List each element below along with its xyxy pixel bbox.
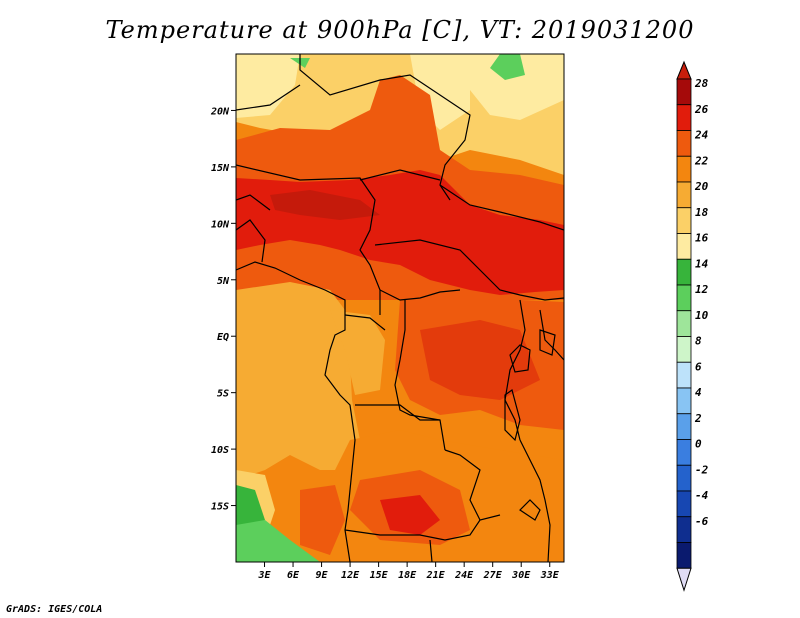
colorbar-label: 18	[695, 206, 709, 219]
colorbar-swatch	[676, 516, 692, 543]
colorbar-swatch	[676, 310, 692, 337]
colorbar-swatch	[676, 387, 692, 415]
country-borders	[236, 54, 564, 562]
colorbar-swatch	[676, 155, 692, 183]
lon-tick-label: 27E	[483, 570, 503, 581]
colorbar-swatch	[676, 542, 692, 569]
colorbar-swatch	[676, 413, 692, 440]
colorbar-swatch	[676, 439, 692, 466]
colorbar-swatch	[676, 78, 692, 106]
lon-tick-label: 12E	[341, 570, 360, 581]
lon-tick-label: 6E	[287, 570, 300, 581]
lon-tick-label: 24E	[454, 570, 474, 581]
lat-tick-label: 20N	[210, 106, 230, 117]
lake-outlines	[504, 329, 556, 521]
colorbar-swatch	[676, 490, 692, 518]
colorbar-swatch	[676, 130, 692, 157]
lat-tick-label: 5N	[217, 276, 230, 287]
colorbar-label: 6	[695, 360, 702, 373]
lat-tick-label: EQ	[217, 332, 229, 343]
colorbar-label: 12	[695, 283, 709, 296]
lat-tick-label: 10N	[211, 219, 230, 230]
colorbar-label: 16	[695, 232, 709, 245]
colorbar-swatch	[676, 104, 692, 131]
colorbar-label: -2	[695, 463, 709, 476]
colorbar-swatch	[676, 207, 692, 234]
colorbar-label: -6	[695, 515, 709, 528]
colorbar-swatch	[676, 464, 692, 492]
colorbar-label: 28	[694, 77, 709, 90]
longitude-axis: 3E 6E 9E 12E 15E 18E 21E 24E 27E 30E 33E	[257, 562, 560, 581]
colorbar-label: 2	[694, 412, 702, 425]
colorbar-swatch	[676, 361, 692, 389]
colorbar-label: -4	[695, 489, 709, 502]
colorbar-top-arrow	[676, 60, 692, 80]
colorbar-label: 24	[694, 129, 709, 142]
colorbar-label: 20	[694, 180, 709, 193]
lon-tick-label: 33E	[540, 570, 560, 581]
colorbar-label: 4	[695, 386, 702, 399]
lon-tick-label: 21E	[426, 570, 446, 581]
lon-tick-label: 3E	[257, 570, 271, 581]
lat-tick-label: 10S	[211, 445, 229, 456]
map-frame	[235, 53, 565, 563]
lon-tick-label: 30E	[511, 570, 531, 581]
colorbar-bottom-arrow	[676, 567, 692, 592]
colorbar-label: 22	[694, 154, 709, 167]
lon-tick-label: 18E	[398, 570, 417, 581]
lat-tick-label: 15N	[211, 163, 230, 174]
chart-title: Temperature at 900hPa [C], VT: 201903120…	[105, 16, 695, 44]
lat-tick-label: 5S	[217, 389, 229, 400]
colorbar-swatch	[676, 336, 692, 363]
colorbar-swatch	[676, 258, 692, 286]
lon-tick-label: 15E	[370, 570, 389, 581]
colorbar-swatch	[676, 284, 692, 312]
colorbar-label: 10	[695, 309, 709, 322]
grads-credit: GrADS: IGES/COLA	[6, 604, 103, 615]
colorbar-label: 0	[695, 438, 702, 451]
temperature-field	[236, 54, 564, 562]
colorbar-label: 8	[695, 335, 702, 348]
colorbar-label: 14	[695, 257, 709, 270]
latitude-axis: 20N 15N 10N 5N EQ 5S 10S 15S	[210, 106, 236, 513]
lat-tick-label: 15S	[211, 502, 229, 513]
colorbar-label: 26	[694, 103, 709, 116]
colorbar-swatch	[676, 233, 692, 260]
lon-tick-label: 9E	[316, 570, 329, 581]
colorbar-swatch	[676, 181, 692, 209]
